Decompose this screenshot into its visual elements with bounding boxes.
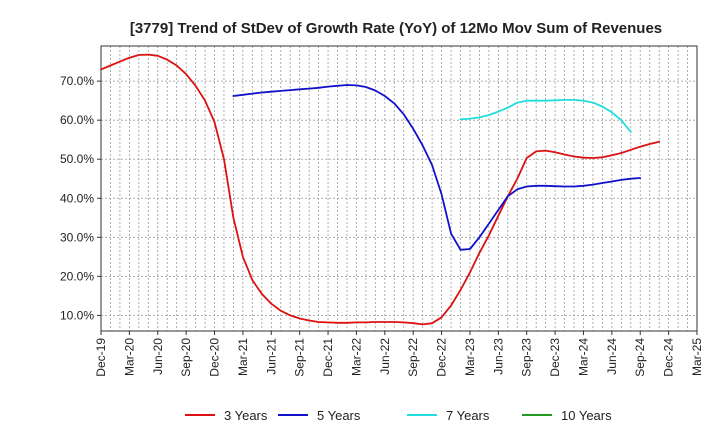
grid-layer: [101, 46, 697, 331]
x-tick-label: Dec-20: [208, 338, 222, 377]
y-tick-label: 10.0%: [60, 308, 94, 322]
series-line-7-years: [459, 99, 632, 133]
legend-item: 5 Years: [278, 408, 361, 423]
x-tick-label: Mar-25: [690, 338, 704, 376]
x-tick-label: Dec-19: [94, 338, 108, 377]
x-tick-label: Mar-21: [236, 338, 250, 376]
x-tick-label: Sep-21: [293, 338, 307, 377]
x-tick-label: Jun-20: [151, 338, 165, 375]
x-tick-label: Sep-22: [406, 338, 420, 377]
x-tick-label: Dec-23: [548, 338, 562, 377]
x-tick-label: Dec-21: [321, 338, 335, 377]
y-tick-label: 30.0%: [60, 230, 94, 244]
x-tick-label: Jun-23: [491, 338, 505, 375]
y-tick-label: 20.0%: [60, 269, 94, 283]
legend-item: 3 Years: [185, 408, 268, 423]
x-tick-label: Jun-21: [264, 338, 278, 375]
legend-item: 7 Years: [407, 408, 490, 423]
legend-label: 7 Years: [446, 408, 490, 423]
legend-item: 10 Years: [522, 408, 612, 423]
x-tick-label: Sep-20: [179, 338, 193, 377]
y-tick-label: 70.0%: [60, 74, 94, 88]
x-tick-label: Jun-24: [605, 338, 619, 375]
x-tick-label: Mar-24: [576, 338, 590, 376]
x-tick-label: Mar-22: [349, 338, 363, 376]
chart-title: [3779] Trend of StDev of Growth Rate (Yo…: [130, 20, 662, 37]
x-tick-label: Sep-24: [633, 338, 647, 377]
axes-layer: 10.0% 20.0% 30.0% 40.0% 50.0% 60.0% 70.0% Dec-1…: [60, 45, 704, 377]
x-tick-label: Dec-22: [435, 338, 449, 377]
plot-frame: [100, 45, 698, 332]
y-tick-label: 60.0%: [60, 113, 94, 127]
series-line-5-years: [232, 84, 642, 251]
x-tick-label: Jun-22: [378, 338, 392, 375]
legend-label: 10 Years: [561, 408, 612, 423]
legend: 3 Years 5 Years 7 Years 10 Years: [185, 408, 612, 423]
x-tick-label: Mar-23: [463, 338, 477, 376]
series-layer: [100, 53, 661, 326]
x-tick-label: Dec-24: [662, 338, 676, 377]
legend-label: 5 Years: [317, 408, 361, 423]
y-tick-label: 50.0%: [60, 152, 94, 166]
x-tick-label: Sep-23: [520, 338, 534, 377]
series-line-3-years: [100, 53, 661, 326]
y-tick-label: 40.0%: [60, 191, 94, 205]
legend-label: 3 Years: [224, 408, 268, 423]
x-tick-label: Mar-20: [122, 338, 136, 376]
